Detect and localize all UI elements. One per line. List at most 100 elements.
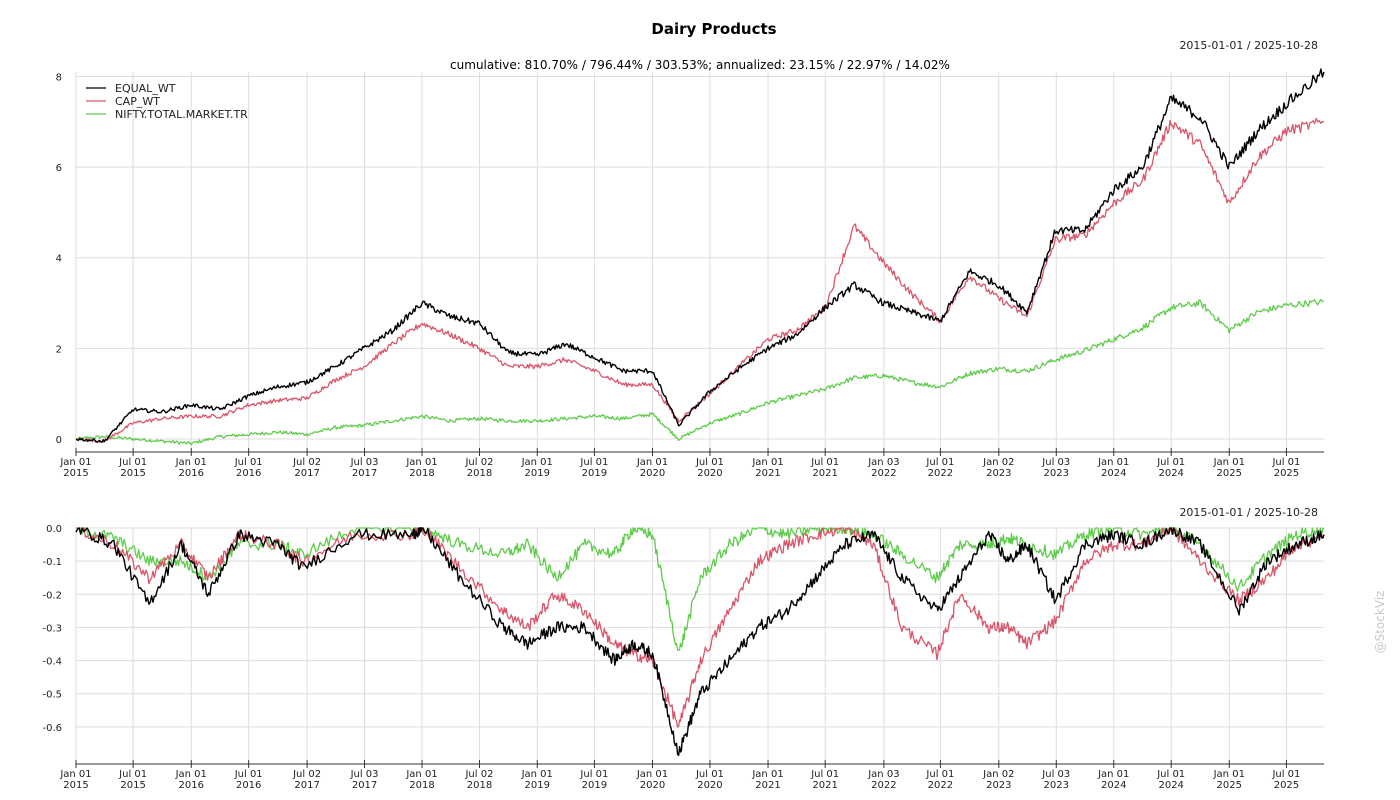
x-tick-year: 2017 — [294, 780, 319, 791]
x-tick-year: 2021 — [755, 780, 780, 791]
legend-label: CAP_WT — [115, 95, 160, 108]
x-tick-label: Jan 01 — [405, 769, 437, 780]
x-tick-label: Jul 01 — [1156, 457, 1185, 468]
x-tick-year: 2021 — [812, 780, 837, 791]
x-tick-year: 2022 — [928, 468, 953, 479]
x-tick-year: 2024 — [1101, 780, 1126, 791]
x-tick-year: 2018 — [409, 780, 434, 791]
y-tick-label: -0.1 — [42, 557, 62, 568]
x-tick-label: Jul 01 — [118, 769, 147, 780]
x-tick-year: 2023 — [1044, 468, 1069, 479]
series-line-cap-wt — [75, 117, 1325, 444]
x-tick-year: 2016 — [236, 780, 261, 791]
x-tick-label: Jan 02 — [982, 769, 1014, 780]
x-tick-year: 2023 — [986, 468, 1011, 479]
x-tick-label: Jul 01 — [1271, 769, 1300, 780]
y-tick-label: 8 — [56, 73, 62, 84]
x-tick-year: 2025 — [1217, 468, 1242, 479]
x-tick-label: Jan 01 — [751, 457, 783, 468]
bottom-date-range: 2015-01-01 / 2025-10-28 — [1179, 506, 1318, 519]
x-tick-label: Jul 03 — [350, 457, 379, 468]
x-tick-year: 2016 — [236, 468, 261, 479]
x-tick-label: Jan 01 — [175, 457, 207, 468]
x-tick-label: Jan 02 — [982, 457, 1014, 468]
x-tick-label: Jul 02 — [292, 457, 321, 468]
legend-label: EQUAL_WT — [115, 82, 176, 95]
x-tick-label: Jul 01 — [925, 457, 954, 468]
x-tick-year: 2022 — [871, 780, 896, 791]
x-tick-label: Jul 02 — [464, 769, 493, 780]
x-tick-year: 2025 — [1274, 468, 1299, 479]
x-tick-label: Jan 01 — [1213, 769, 1245, 780]
x-tick-year: 2021 — [812, 468, 837, 479]
x-tick-year: 2018 — [409, 468, 434, 479]
y-tick-label: -0.4 — [42, 657, 62, 668]
y-tick-label: -0.6 — [42, 723, 62, 734]
x-tick-label: Jul 01 — [810, 769, 839, 780]
x-tick-label: Jan 01 — [1097, 457, 1129, 468]
x-tick-year: 2019 — [582, 780, 607, 791]
x-tick-year: 2022 — [871, 468, 896, 479]
x-tick-year: 2018 — [467, 780, 492, 791]
x-tick-label: Jul 01 — [695, 457, 724, 468]
x-tick-label: Jan 01 — [1213, 457, 1245, 468]
x-tick-year: 2020 — [640, 468, 665, 479]
watermark: @StockViz — [1373, 591, 1387, 654]
x-tick-year: 2025 — [1274, 780, 1299, 791]
x-tick-label: Jan 01 — [636, 457, 668, 468]
x-tick-label: Jul 01 — [925, 769, 954, 780]
x-tick-year: 2015 — [63, 468, 88, 479]
x-tick-year: 2025 — [1217, 780, 1242, 791]
x-tick-label: Jul 03 — [1041, 457, 1070, 468]
legend-label: NIFTY.TOTAL.MARKET.TR — [115, 108, 248, 121]
x-tick-year: 2020 — [697, 780, 722, 791]
x-tick-year: 2024 — [1158, 468, 1183, 479]
x-tick-label: Jul 01 — [234, 457, 263, 468]
x-tick-label: Jan 01 — [521, 769, 553, 780]
x-tick-label: Jan 01 — [521, 457, 553, 468]
y-tick-label: -0.3 — [42, 623, 62, 634]
x-tick-year: 2024 — [1158, 780, 1183, 791]
x-tick-year: 2016 — [179, 780, 204, 791]
x-tick-year: 2023 — [986, 780, 1011, 791]
y-tick-label: 6 — [56, 163, 62, 174]
x-tick-year: 2017 — [352, 468, 377, 479]
x-tick-label: Jul 03 — [350, 769, 379, 780]
x-tick-year: 2019 — [525, 468, 550, 479]
x-tick-year: 2015 — [120, 468, 145, 479]
top-date-range: 2015-01-01 / 2025-10-28 — [1179, 39, 1318, 52]
x-tick-label: Jan 03 — [867, 769, 899, 780]
x-tick-label: Jan 01 — [1097, 769, 1129, 780]
series-line-nifty-total-market-tr — [76, 527, 1325, 652]
x-tick-label: Jul 01 — [810, 457, 839, 468]
x-tick-label: Jul 01 — [695, 769, 724, 780]
x-tick-label: Jul 01 — [1156, 769, 1185, 780]
x-tick-label: Jul 02 — [292, 769, 321, 780]
x-tick-year: 2015 — [120, 780, 145, 791]
x-tick-year: 2022 — [928, 780, 953, 791]
x-tick-year: 2016 — [179, 468, 204, 479]
x-tick-year: 2017 — [294, 468, 319, 479]
x-tick-label: Jul 01 — [118, 457, 147, 468]
y-tick-label: -0.5 — [42, 690, 62, 701]
x-tick-label: Jan 01 — [59, 769, 91, 780]
x-tick-label: Jan 01 — [405, 457, 437, 468]
x-tick-year: 2019 — [525, 780, 550, 791]
x-tick-label: Jan 03 — [867, 457, 899, 468]
x-tick-year: 2018 — [467, 468, 492, 479]
y-tick-label: -0.2 — [42, 590, 62, 601]
x-tick-label: Jan 01 — [175, 769, 207, 780]
x-tick-label: Jan 01 — [636, 769, 668, 780]
y-tick-label: 0 — [56, 435, 62, 446]
series-line-cap-wt — [76, 527, 1325, 728]
y-tick-label: 2 — [56, 344, 62, 355]
y-tick-label: 4 — [56, 254, 62, 265]
x-tick-label: Jan 01 — [751, 769, 783, 780]
x-tick-label: Jan 01 — [59, 457, 91, 468]
x-tick-year: 2020 — [640, 780, 665, 791]
series-line-nifty-total-market-tr — [75, 298, 1325, 446]
x-tick-label: Jul 01 — [1271, 457, 1300, 468]
